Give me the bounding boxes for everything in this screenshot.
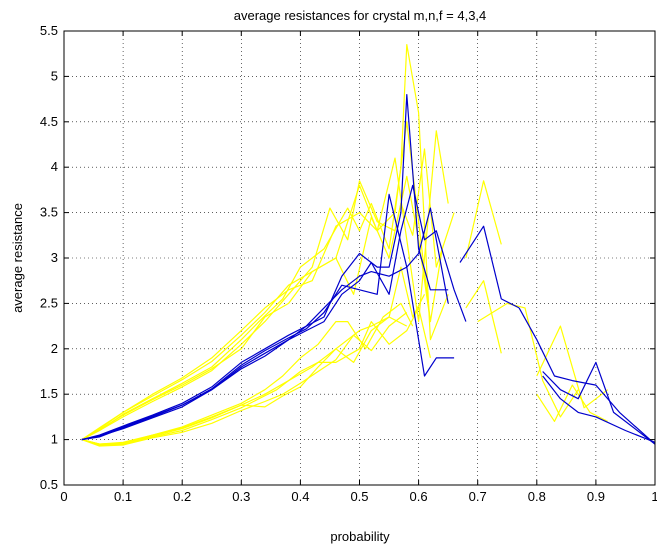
- yellow-series-line: [81, 175, 443, 441]
- x-tick-label: 0.8: [528, 489, 546, 504]
- yellow-series-line: [81, 130, 449, 441]
- blue-series-line: [81, 184, 467, 441]
- y-tick-label: 5: [51, 68, 58, 83]
- y-tick-label: 3.5: [40, 205, 58, 220]
- y-tick-label: 2.5: [40, 295, 58, 310]
- yellow-series-line: [81, 302, 414, 445]
- y-tick-label: 3: [51, 250, 58, 265]
- yellow-series-line: [81, 307, 431, 446]
- x-tick-label: 0.9: [587, 489, 605, 504]
- blue-series-line: [81, 193, 455, 441]
- x-tick-label: 0.6: [410, 489, 428, 504]
- yellow-series-line: [81, 121, 431, 441]
- yellow-series-line: [81, 43, 449, 441]
- data-series: [81, 43, 656, 447]
- x-axis-label: probability: [330, 529, 390, 544]
- yellow-series-line: [536, 325, 609, 409]
- x-tick-label: 0.3: [232, 489, 250, 504]
- x-tick-label: 0.5: [350, 489, 368, 504]
- yellow-series-line: [465, 280, 502, 354]
- y-tick-label: 5.5: [40, 23, 58, 38]
- yellow-series-line: [81, 316, 408, 445]
- x-tick-label: 0.1: [114, 489, 132, 504]
- y-tick-label: 1: [51, 432, 58, 447]
- x-tick-label: 0.4: [291, 489, 309, 504]
- blue-series-line: [459, 225, 520, 309]
- yellow-series-line: [477, 302, 579, 418]
- blue-series-line: [518, 307, 656, 445]
- yellow-series-line: [81, 312, 408, 447]
- y-tick-label: 4: [51, 159, 58, 174]
- blue-series-line: [81, 93, 449, 441]
- x-tick-label: 1: [651, 489, 657, 504]
- y-tick-label: 0.5: [40, 477, 58, 492]
- x-tick-labels: 0 0.1 0.2 0.3 0.4 0.5 0.6 0.7 0.8 0.9 1: [60, 489, 657, 504]
- chart-title: average resistances for crystal m,n,f = …: [234, 8, 487, 23]
- x-tick-label: 0.2: [173, 489, 191, 504]
- y-tick-label: 4.5: [40, 114, 58, 129]
- blue-series-line: [542, 361, 656, 445]
- y-axis-label: average resistance: [10, 203, 25, 313]
- axis-ticks: [63, 30, 656, 486]
- yellow-series-line: [465, 180, 502, 259]
- y-tick-label: 1.5: [40, 386, 58, 401]
- blue-series-line: [542, 375, 656, 443]
- y-tick-label: 2: [51, 341, 58, 356]
- y-tick-labels: 0.5 1 1.5 2 2.5 3 3.5 4 4.5 5 5.5: [40, 23, 58, 492]
- yellow-series-line: [536, 384, 608, 422]
- x-tick-label: 0: [60, 489, 67, 504]
- x-tick-label: 0.7: [469, 489, 487, 504]
